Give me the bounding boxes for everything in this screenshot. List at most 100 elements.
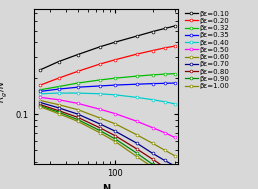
βε=0.70 [57, 107, 60, 109]
βε=0.40 [57, 92, 60, 94]
βε=0.10 [98, 46, 101, 48]
βε=0.60 [136, 134, 139, 136]
βε=0.50 [114, 112, 117, 115]
βε=1.00 [151, 166, 154, 168]
βε=0.80 [136, 148, 139, 150]
Line: βε=0.90: βε=0.90 [39, 105, 176, 180]
Line: βε=0.80: βε=0.80 [39, 103, 176, 175]
βε=1.00 [39, 106, 42, 108]
βε=0.70 [173, 165, 176, 167]
βε=1.00 [173, 181, 176, 183]
βε=0.90 [39, 105, 42, 107]
βε=1.00 [57, 112, 60, 115]
βε=0.40 [98, 93, 101, 95]
βε=0.60 [173, 155, 176, 157]
βε=0.40 [151, 99, 154, 101]
βε=0.20 [151, 50, 154, 52]
βε=0.60 [98, 117, 101, 119]
βε=0.80 [173, 172, 176, 174]
βε=1.00 [163, 176, 166, 178]
βε=0.70 [136, 142, 139, 145]
βε=0.90 [114, 138, 117, 140]
βε=0.32 [57, 85, 60, 88]
Line: βε=0.35: βε=0.35 [39, 82, 176, 93]
βε=0.60 [114, 123, 117, 125]
βε=0.80 [39, 104, 42, 106]
βε=0.80 [114, 135, 117, 137]
βε=0.40 [76, 92, 79, 94]
βε=0.50 [136, 120, 139, 122]
βε=0.80 [57, 109, 60, 112]
βε=0.20 [114, 59, 117, 61]
βε=0.60 [57, 104, 60, 106]
βε=0.10 [57, 60, 60, 63]
βε=1.00 [136, 156, 139, 158]
βε=0.35 [173, 82, 176, 84]
βε=0.35 [39, 90, 42, 92]
βε=0.20 [39, 84, 42, 86]
Line: βε=0.60: βε=0.60 [39, 99, 176, 157]
βε=0.35 [98, 85, 101, 87]
βε=0.20 [136, 53, 139, 55]
βε=0.20 [173, 45, 176, 47]
βε=0.70 [39, 101, 42, 104]
βε=0.10 [163, 27, 166, 30]
βε=0.20 [76, 70, 79, 72]
βε=0.10 [39, 69, 42, 71]
βε=0.80 [76, 116, 79, 119]
βε=0.10 [173, 25, 176, 27]
βε=0.40 [163, 101, 166, 103]
βε=0.50 [173, 136, 176, 139]
βε=0.80 [163, 166, 166, 168]
βε=0.90 [151, 163, 154, 166]
βε=0.60 [151, 142, 154, 145]
βε=0.20 [163, 47, 166, 49]
βε=0.50 [76, 102, 79, 105]
βε=0.40 [39, 93, 42, 95]
βε=0.60 [39, 99, 42, 102]
Line: βε=0.20: βε=0.20 [39, 45, 176, 86]
βε=0.90 [98, 129, 101, 132]
βε=0.90 [57, 111, 60, 113]
βε=0.32 [39, 89, 42, 91]
βε=0.90 [76, 119, 79, 121]
βε=1.00 [114, 140, 117, 143]
βε=1.00 [76, 120, 79, 122]
βε=0.10 [114, 41, 117, 43]
βε=0.70 [76, 113, 79, 115]
βε=0.50 [163, 132, 166, 134]
Legend: βε=0.10, βε=0.20, βε=0.32, βε=0.35, βε=0.40, βε=0.50, βε=0.60, βε=0.70, βε=0.80,: βε=0.10, βε=0.20, βε=0.32, βε=0.35, βε=0… [184, 10, 230, 90]
βε=0.80 [151, 158, 154, 160]
βε=0.50 [57, 99, 60, 101]
Line: βε=0.40: βε=0.40 [39, 92, 176, 105]
βε=0.35 [136, 83, 139, 85]
βε=0.70 [163, 159, 166, 162]
βε=0.32 [163, 73, 166, 75]
βε=0.50 [39, 96, 42, 98]
βε=0.40 [114, 94, 117, 96]
βε=0.60 [76, 108, 79, 111]
Line: βε=0.70: βε=0.70 [39, 101, 176, 167]
βε=0.32 [98, 79, 101, 81]
βε=0.50 [98, 108, 101, 110]
βε=0.70 [114, 130, 117, 132]
βε=0.32 [114, 77, 117, 79]
Line: βε=0.10: βε=0.10 [39, 25, 176, 71]
βε=0.35 [163, 82, 166, 84]
Y-axis label: $R^2_g/N^{0.7}$: $R^2_g/N^{0.7}$ [0, 71, 10, 103]
βε=0.10 [151, 30, 154, 33]
βε=0.90 [136, 152, 139, 155]
βε=0.32 [136, 75, 139, 77]
βε=0.20 [98, 63, 101, 65]
βε=0.10 [76, 53, 79, 56]
βε=0.10 [136, 35, 139, 37]
βε=0.32 [76, 82, 79, 84]
βε=0.80 [98, 127, 101, 129]
βε=0.32 [173, 73, 176, 75]
βε=0.70 [151, 152, 154, 155]
βε=0.60 [163, 149, 166, 151]
βε=0.40 [136, 96, 139, 98]
βε=0.35 [57, 88, 60, 90]
Line: βε=0.32: βε=0.32 [39, 72, 176, 91]
βε=0.35 [151, 82, 154, 85]
